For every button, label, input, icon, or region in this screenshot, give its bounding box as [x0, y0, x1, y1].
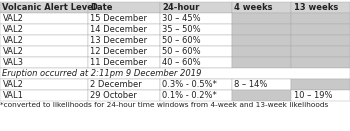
Text: VAL3: VAL3 [2, 58, 23, 67]
Bar [0, 2, 88, 13]
Bar [88, 90, 160, 101]
Bar [232, 35, 291, 46]
Text: VAL2: VAL2 [2, 14, 23, 23]
Text: 13 weeks: 13 weeks [294, 3, 338, 12]
Bar [160, 13, 232, 24]
Bar [0, 46, 88, 57]
Text: 8 – 14%: 8 – 14% [234, 80, 268, 89]
Bar [0, 57, 88, 68]
Text: 2 December: 2 December [91, 80, 142, 89]
Text: 11 December: 11 December [91, 58, 147, 67]
Bar [232, 24, 291, 35]
Text: 50 – 60%: 50 – 60% [162, 36, 201, 45]
Bar [291, 35, 350, 46]
Bar [88, 57, 160, 68]
Bar [291, 57, 350, 68]
Text: 30 – 45%: 30 – 45% [162, 14, 201, 23]
Text: 15 December: 15 December [91, 14, 147, 23]
Bar [232, 90, 291, 101]
Text: Date: Date [91, 3, 113, 12]
Text: 24-hour: 24-hour [162, 3, 200, 12]
Bar [291, 79, 350, 90]
Text: 29 October: 29 October [91, 91, 137, 100]
Text: VAL2: VAL2 [2, 47, 23, 56]
Bar [0, 13, 88, 24]
Bar [160, 46, 232, 57]
Text: VAL2: VAL2 [2, 36, 23, 45]
Text: VAL1: VAL1 [2, 91, 23, 100]
Text: Volcanic Alert Level: Volcanic Alert Level [2, 3, 97, 12]
Bar [232, 13, 291, 24]
Text: 40 – 60%: 40 – 60% [162, 58, 201, 67]
Bar [232, 57, 291, 68]
Bar [291, 2, 350, 13]
Text: VAL2: VAL2 [2, 80, 23, 89]
Text: 14 December: 14 December [91, 25, 147, 34]
Bar [160, 57, 232, 68]
Bar [88, 46, 160, 57]
Bar [88, 79, 160, 90]
Text: 0.1% - 0.2%*: 0.1% - 0.2%* [162, 91, 217, 100]
Bar [0, 35, 88, 46]
Text: 10 – 19%: 10 – 19% [294, 91, 332, 100]
Bar [88, 35, 160, 46]
Text: 50 – 60%: 50 – 60% [162, 47, 201, 56]
Bar [232, 46, 291, 57]
Bar [160, 24, 232, 35]
Text: 12 December: 12 December [91, 47, 147, 56]
Bar [88, 13, 160, 24]
Bar [0, 79, 88, 90]
Bar [160, 79, 232, 90]
Text: VAL2: VAL2 [2, 25, 23, 34]
Bar [291, 90, 350, 101]
Text: 13 December: 13 December [91, 36, 148, 45]
Text: Eruption occurred at 2:11pm 9 December 2019: Eruption occurred at 2:11pm 9 December 2… [2, 69, 202, 78]
Bar [291, 13, 350, 24]
Bar [88, 2, 160, 13]
Text: *converted to likelihoods for 24-hour time windows from 4-week and 13-week likel: *converted to likelihoods for 24-hour ti… [0, 102, 328, 108]
Bar [0, 24, 88, 35]
Bar [232, 79, 291, 90]
Bar [232, 2, 291, 13]
Bar [160, 35, 232, 46]
Bar [88, 24, 160, 35]
Bar [160, 2, 232, 13]
Bar [160, 90, 232, 101]
Text: 4 weeks: 4 weeks [234, 3, 273, 12]
Bar [0, 68, 350, 79]
Text: 35 – 50%: 35 – 50% [162, 25, 201, 34]
Bar [291, 46, 350, 57]
Bar [291, 24, 350, 35]
Bar [0, 90, 88, 101]
Text: 0.3% - 0.5%*: 0.3% - 0.5%* [162, 80, 217, 89]
